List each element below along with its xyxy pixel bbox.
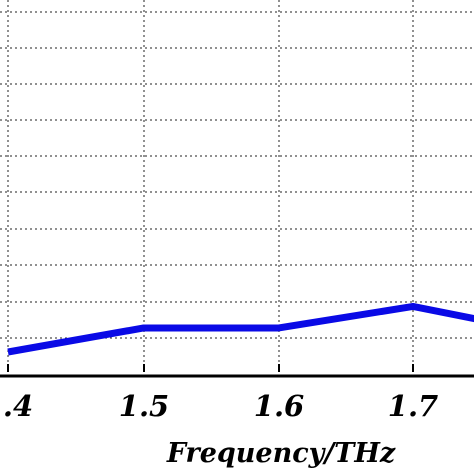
x-tick-label: .4 (3, 389, 33, 423)
x-tick-label: 1.7 (388, 389, 438, 423)
x-tick-label: 1.6 (254, 389, 304, 423)
x-tick-label: 1.5 (119, 389, 169, 423)
plot-frame (0, 374, 474, 378)
grid (0, 0, 474, 372)
x-tick-labels: .4 1.5 1.6 1.7 (3, 364, 438, 423)
series-layer (7, 302, 474, 356)
series-line (7, 302, 474, 356)
x-axis-title: Frequency/THz (166, 438, 396, 469)
